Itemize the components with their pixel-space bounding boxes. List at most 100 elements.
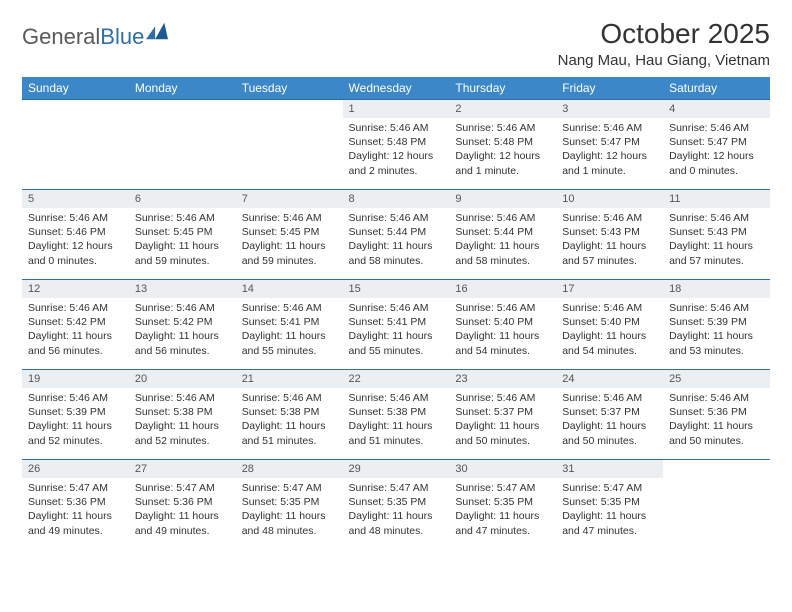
sunrise-line: Sunrise: 5:47 AM	[562, 481, 657, 495]
sunset-line: Sunset: 5:36 PM	[28, 495, 123, 509]
calendar-body: 1Sunrise: 5:46 AMSunset: 5:48 PMDaylight…	[22, 99, 770, 549]
sunrise-line: Sunrise: 5:46 AM	[562, 121, 657, 135]
sunset-line: Sunset: 5:41 PM	[242, 315, 337, 329]
day-cell-inner: 5Sunrise: 5:46 AMSunset: 5:46 PMDaylight…	[22, 189, 129, 279]
sunrise-line: Sunrise: 5:47 AM	[455, 481, 550, 495]
day-body: Sunrise: 5:46 AMSunset: 5:38 PMDaylight:…	[236, 388, 343, 454]
sunrise-line: Sunrise: 5:46 AM	[349, 211, 444, 225]
day-number: 10	[556, 189, 663, 208]
day-body: Sunrise: 5:46 AMSunset: 5:44 PMDaylight:…	[449, 208, 556, 274]
sunset-line: Sunset: 5:42 PM	[28, 315, 123, 329]
daylight-line: Daylight: 11 hours and 48 minutes.	[349, 509, 444, 537]
day-number: 25	[663, 369, 770, 388]
day-cell-inner: 19Sunrise: 5:46 AMSunset: 5:39 PMDayligh…	[22, 369, 129, 459]
day-cell-inner: 1Sunrise: 5:46 AMSunset: 5:48 PMDaylight…	[343, 99, 450, 189]
day-cell-inner	[663, 459, 770, 549]
sunset-line: Sunset: 5:35 PM	[242, 495, 337, 509]
day-cell-inner	[236, 99, 343, 189]
day-cell-inner	[22, 99, 129, 189]
daylight-line: Daylight: 11 hours and 50 minutes.	[669, 419, 764, 447]
day-cell-inner: 21Sunrise: 5:46 AMSunset: 5:38 PMDayligh…	[236, 369, 343, 459]
sunset-line: Sunset: 5:45 PM	[242, 225, 337, 239]
sunrise-line: Sunrise: 5:46 AM	[669, 391, 764, 405]
sunrise-line: Sunrise: 5:46 AM	[455, 121, 550, 135]
day-number: 29	[343, 459, 450, 478]
daylight-line: Daylight: 11 hours and 54 minutes.	[455, 329, 550, 357]
day-cell-inner: 14Sunrise: 5:46 AMSunset: 5:41 PMDayligh…	[236, 279, 343, 369]
daylight-line: Daylight: 12 hours and 1 minute.	[455, 149, 550, 177]
day-body: Sunrise: 5:46 AMSunset: 5:47 PMDaylight:…	[663, 118, 770, 184]
day-cell: 11Sunrise: 5:46 AMSunset: 5:43 PMDayligh…	[663, 189, 770, 279]
day-number: 13	[129, 279, 236, 298]
day-body: Sunrise: 5:46 AMSunset: 5:42 PMDaylight:…	[129, 298, 236, 364]
day-number: 28	[236, 459, 343, 478]
day-body: Sunrise: 5:46 AMSunset: 5:37 PMDaylight:…	[449, 388, 556, 454]
day-number: 5	[22, 189, 129, 208]
daylight-line: Daylight: 11 hours and 56 minutes.	[135, 329, 230, 357]
day-cell-inner: 12Sunrise: 5:46 AMSunset: 5:42 PMDayligh…	[22, 279, 129, 369]
daylight-line: Daylight: 11 hours and 57 minutes.	[669, 239, 764, 267]
day-cell-inner: 27Sunrise: 5:47 AMSunset: 5:36 PMDayligh…	[129, 459, 236, 549]
day-cell	[236, 99, 343, 189]
day-number: 4	[663, 99, 770, 118]
day-body: Sunrise: 5:47 AMSunset: 5:35 PMDaylight:…	[236, 478, 343, 544]
week-row: 5Sunrise: 5:46 AMSunset: 5:46 PMDaylight…	[22, 189, 770, 279]
sunrise-line: Sunrise: 5:47 AM	[349, 481, 444, 495]
day-body: Sunrise: 5:46 AMSunset: 5:40 PMDaylight:…	[556, 298, 663, 364]
day-number: 26	[22, 459, 129, 478]
daylight-line: Daylight: 11 hours and 59 minutes.	[242, 239, 337, 267]
day-cell-inner: 7Sunrise: 5:46 AMSunset: 5:45 PMDaylight…	[236, 189, 343, 279]
week-row: 12Sunrise: 5:46 AMSunset: 5:42 PMDayligh…	[22, 279, 770, 369]
sunset-line: Sunset: 5:36 PM	[669, 405, 764, 419]
sunset-line: Sunset: 5:43 PM	[562, 225, 657, 239]
day-cell	[129, 99, 236, 189]
day-cell: 7Sunrise: 5:46 AMSunset: 5:45 PMDaylight…	[236, 189, 343, 279]
location-label: Nang Mau, Hau Giang, Vietnam	[558, 52, 770, 69]
logo-text-gray: General	[22, 24, 100, 50]
day-number: 21	[236, 369, 343, 388]
day-cell-inner: 6Sunrise: 5:46 AMSunset: 5:45 PMDaylight…	[129, 189, 236, 279]
daylight-line: Daylight: 11 hours and 59 minutes.	[135, 239, 230, 267]
day-cell: 3Sunrise: 5:46 AMSunset: 5:47 PMDaylight…	[556, 99, 663, 189]
day-body	[236, 118, 343, 127]
day-number: 22	[343, 369, 450, 388]
sunrise-line: Sunrise: 5:47 AM	[242, 481, 337, 495]
page-header: GeneralBlue October 2025 Nang Mau, Hau G…	[22, 18, 770, 69]
daylight-line: Daylight: 11 hours and 50 minutes.	[455, 419, 550, 447]
day-cell: 30Sunrise: 5:47 AMSunset: 5:35 PMDayligh…	[449, 459, 556, 549]
day-cell: 20Sunrise: 5:46 AMSunset: 5:38 PMDayligh…	[129, 369, 236, 459]
day-body: Sunrise: 5:46 AMSunset: 5:43 PMDaylight:…	[556, 208, 663, 274]
daylight-line: Daylight: 11 hours and 49 minutes.	[135, 509, 230, 537]
day-cell: 24Sunrise: 5:46 AMSunset: 5:37 PMDayligh…	[556, 369, 663, 459]
day-body: Sunrise: 5:46 AMSunset: 5:41 PMDaylight:…	[343, 298, 450, 364]
day-number-empty	[22, 99, 129, 118]
sunrise-line: Sunrise: 5:46 AM	[135, 301, 230, 315]
month-title: October 2025	[558, 18, 770, 50]
day-cell: 15Sunrise: 5:46 AMSunset: 5:41 PMDayligh…	[343, 279, 450, 369]
day-number: 16	[449, 279, 556, 298]
day-cell: 18Sunrise: 5:46 AMSunset: 5:39 PMDayligh…	[663, 279, 770, 369]
sunset-line: Sunset: 5:36 PM	[135, 495, 230, 509]
day-cell-inner: 25 Sunrise: 5:46 AMSunset: 5:36 PMDayligh…	[663, 369, 770, 459]
day-number: 18	[663, 279, 770, 298]
day-body: Sunrise: 5:46 AMSunset: 5:48 PMDaylight:…	[449, 118, 556, 184]
logo-text-blue: Blue	[100, 24, 144, 50]
sunrise-line: Sunrise: 5:46 AM	[349, 121, 444, 135]
sunset-line: Sunset: 5:37 PM	[455, 405, 550, 419]
day-header: Monday	[129, 77, 236, 99]
daylight-line: Daylight: 11 hours and 47 minutes.	[562, 509, 657, 537]
day-body: Sunrise: 5:46 AMSunset: 5:44 PMDaylight:…	[343, 208, 450, 274]
day-cell: 26Sunrise: 5:47 AMSunset: 5:36 PMDayligh…	[22, 459, 129, 549]
day-body: Sunrise: 5:46 AMSunset: 5:43 PMDaylight:…	[663, 208, 770, 274]
day-cell: 27Sunrise: 5:47 AMSunset: 5:36 PMDayligh…	[129, 459, 236, 549]
calendar-table: SundayMondayTuesdayWednesdayThursdayFrid…	[22, 77, 770, 549]
day-header: Saturday	[663, 77, 770, 99]
sunrise-line: Sunrise: 5:46 AM	[242, 301, 337, 315]
day-cell-inner: 9Sunrise: 5:46 AMSunset: 5:44 PMDaylight…	[449, 189, 556, 279]
day-cell: 25 Sunrise: 5:46 AMSunset: 5:36 PMDayligh…	[663, 369, 770, 459]
daylight-line: Daylight: 11 hours and 51 minutes.	[242, 419, 337, 447]
day-body: Sunrise: 5:46 AMSunset: 5:41 PMDaylight:…	[236, 298, 343, 364]
sunset-line: Sunset: 5:47 PM	[669, 135, 764, 149]
sunrise-line: Sunrise: 5:47 AM	[135, 481, 230, 495]
sunset-line: Sunset: 5:44 PM	[349, 225, 444, 239]
